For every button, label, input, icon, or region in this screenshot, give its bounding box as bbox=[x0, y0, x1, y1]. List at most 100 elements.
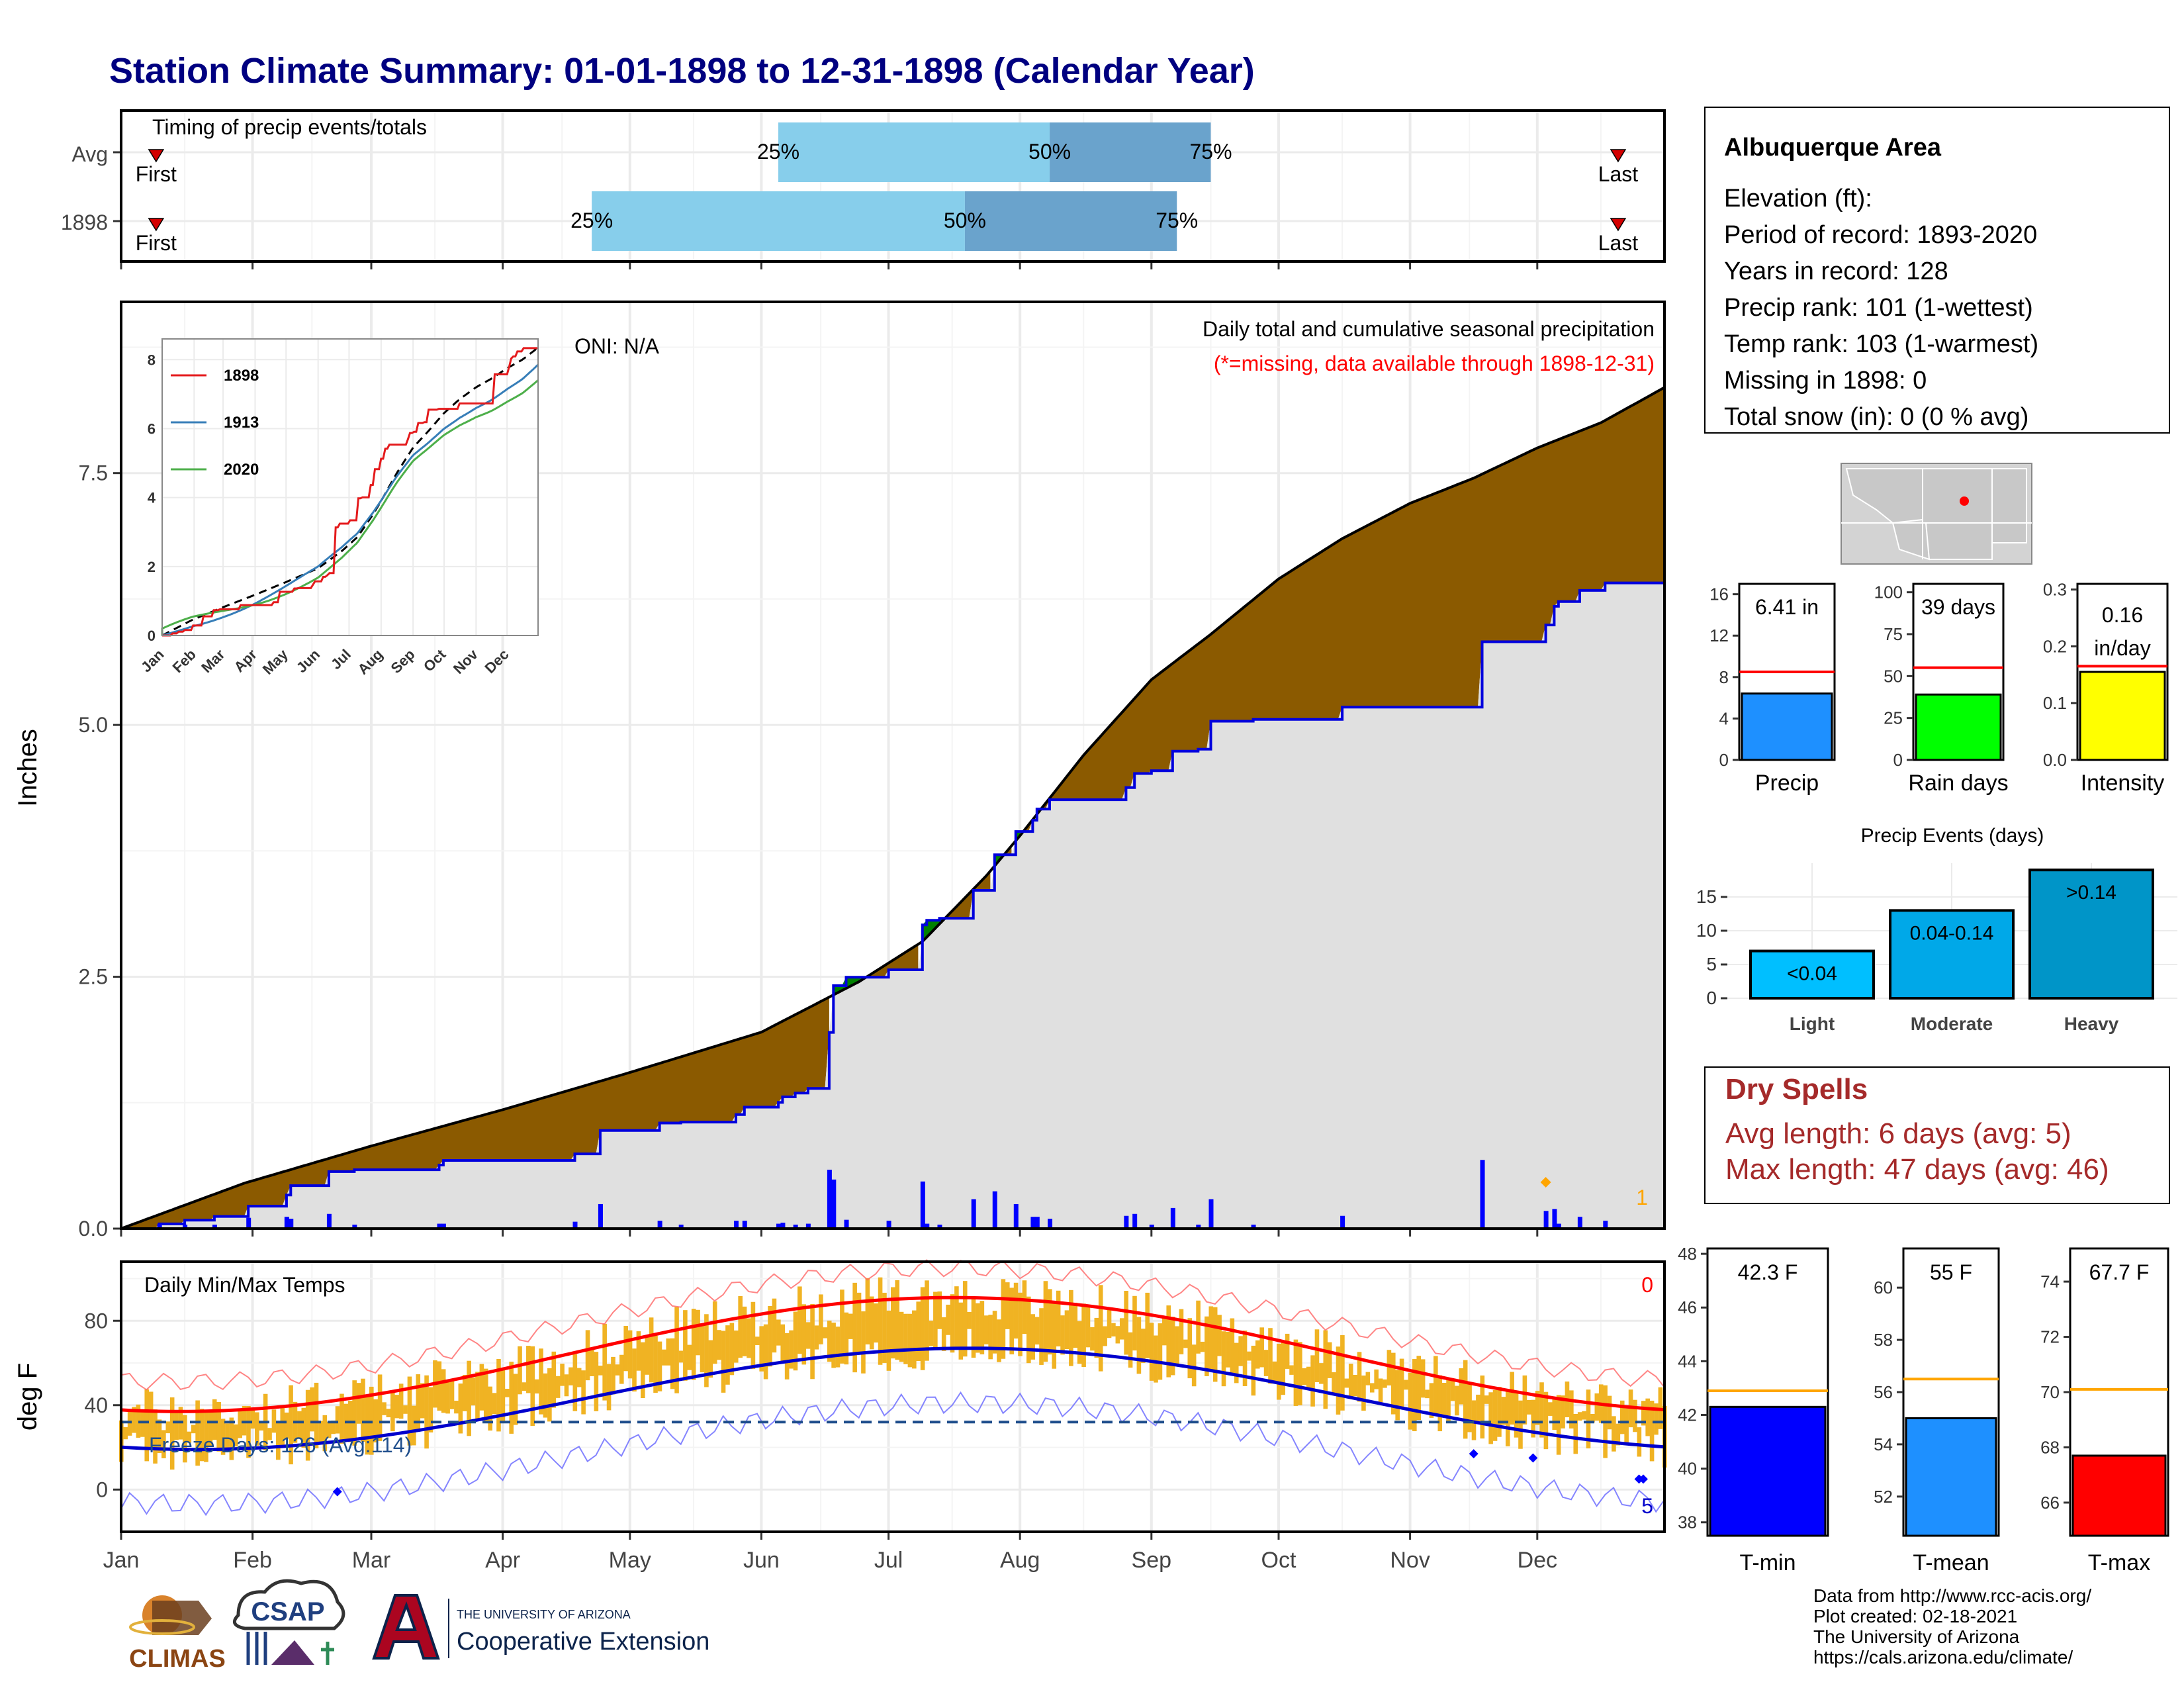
daily-temp-range-bar bbox=[831, 1322, 836, 1368]
climas-logo: CLIMAS bbox=[129, 1589, 226, 1673]
daily-temp-range-bar bbox=[678, 1350, 684, 1363]
daily-temp-range-bar bbox=[920, 1287, 925, 1370]
daily-precip-bar bbox=[284, 1217, 289, 1229]
daily-temp-range-bar bbox=[733, 1330, 739, 1363]
daily-temp-range-bar bbox=[1119, 1318, 1124, 1340]
daily-temp-range-bar bbox=[1064, 1310, 1069, 1350]
temp-title: Daily Min/Max Temps bbox=[144, 1273, 345, 1297]
daily-temp-range-bar bbox=[1179, 1309, 1184, 1354]
daily-temp-range-bar bbox=[641, 1342, 645, 1399]
daily-precip-bar bbox=[1196, 1225, 1201, 1229]
daily-precip-bar bbox=[831, 1179, 837, 1229]
daily-temp-range-bar bbox=[976, 1303, 980, 1353]
daily-temp-range-bar bbox=[1030, 1314, 1036, 1360]
temp-summary-tick-label: 40 bbox=[1678, 1459, 1697, 1479]
daily-temp-range-bar bbox=[1429, 1383, 1434, 1418]
daily-temp-range-bar bbox=[1365, 1372, 1371, 1385]
daily-temp-range-bar bbox=[1501, 1397, 1506, 1425]
daily-precip-bar bbox=[844, 1219, 849, 1229]
daily-temp-range-bar bbox=[1348, 1364, 1353, 1399]
inset-y-tick-label: 2 bbox=[148, 559, 156, 575]
daily-temp-range-bar bbox=[471, 1377, 476, 1406]
daily-temp-range-bar bbox=[878, 1277, 883, 1365]
temp-bottom-count: 5 bbox=[1641, 1494, 1653, 1518]
daily-temp-range-bar bbox=[1009, 1288, 1014, 1354]
daily-temp-range-bar bbox=[1196, 1300, 1201, 1354]
daily-temp-range-bar bbox=[1043, 1281, 1048, 1362]
daily-temp-range-bar bbox=[696, 1309, 700, 1356]
summary-bar-name: Precip bbox=[1755, 771, 1819, 796]
daily-temp-range-bar bbox=[903, 1313, 908, 1364]
daily-temp-range-bar bbox=[1582, 1411, 1586, 1420]
daily-temp-range-bar bbox=[1242, 1331, 1248, 1386]
daily-temp-range-bar bbox=[674, 1307, 679, 1393]
event-bar-label: >0.14 bbox=[2066, 882, 2116, 904]
month-label: Mar bbox=[352, 1548, 391, 1573]
temp-summary-value bbox=[2071, 1454, 2167, 1537]
daily-temp-range-bar bbox=[793, 1311, 798, 1371]
daily-temp-range-bar bbox=[1277, 1343, 1281, 1400]
daily-temp-range-bar bbox=[377, 1374, 383, 1441]
footer: CLIMAS CSAP THE UNIVERSITY OF ARIZONA Co… bbox=[129, 1579, 2091, 1673]
daily-temp-range-bar bbox=[238, 1410, 242, 1438]
daily-temp-range-bar bbox=[797, 1286, 802, 1354]
daily-temp-range-bar bbox=[394, 1395, 400, 1419]
daily-temp-range-bar bbox=[1319, 1363, 1324, 1384]
daily-temp-range-bar bbox=[1480, 1375, 1485, 1439]
daily-precip-bar bbox=[352, 1225, 357, 1229]
daily-temp-range-bar bbox=[1132, 1295, 1137, 1351]
daily-temp-range-bar bbox=[891, 1287, 895, 1359]
daily-temp-range-bar bbox=[1459, 1368, 1464, 1405]
precip-anomaly-area bbox=[1041, 387, 1664, 810]
month-label: May bbox=[609, 1548, 651, 1573]
daily-temp-range-bar bbox=[467, 1360, 471, 1436]
daily-temp-range-bar bbox=[1408, 1372, 1413, 1430]
month-label: Jun bbox=[743, 1548, 780, 1573]
daily-temp-range-bar bbox=[1573, 1413, 1578, 1454]
daily-temp-range-bar bbox=[1136, 1317, 1142, 1374]
daily-temp-range-bar bbox=[1039, 1308, 1044, 1365]
daily-temp-range-bar bbox=[1090, 1327, 1095, 1351]
daily-temp-range-bar bbox=[1399, 1358, 1404, 1408]
daily-temp-range-bar bbox=[352, 1380, 357, 1446]
csap-cloud bbox=[232, 1579, 345, 1630]
summary-bar-label: 39 days bbox=[1921, 595, 1995, 619]
daily-temp-range-bar bbox=[683, 1310, 688, 1381]
daily-precip-bar bbox=[776, 1223, 782, 1229]
daily-temp-range-bar bbox=[1425, 1389, 1430, 1399]
daily-temp-range-bar bbox=[929, 1321, 934, 1346]
summary-bar-name: Rain days bbox=[1908, 771, 2008, 796]
daily-precip-bar bbox=[1251, 1225, 1256, 1229]
daily-temp-range-bar bbox=[551, 1351, 557, 1408]
temp-summary-tick-label: 58 bbox=[1874, 1330, 1893, 1350]
daily-temp-range-bar bbox=[925, 1280, 929, 1361]
daily-temp-range-bar bbox=[861, 1311, 866, 1374]
daily-temp-range-bar bbox=[1013, 1282, 1019, 1339]
dry-spells-frame bbox=[1704, 1066, 2170, 1204]
daily-temp-range-bar bbox=[772, 1298, 777, 1353]
daily-temp-range-bar bbox=[1369, 1383, 1375, 1393]
station-location-marker bbox=[1960, 496, 1969, 506]
inset-frame bbox=[161, 338, 539, 636]
daily-temp-range-bar bbox=[437, 1361, 442, 1411]
daily-temp-range-bar bbox=[1615, 1423, 1621, 1446]
daily-precip-bar bbox=[1577, 1217, 1582, 1229]
daily-temp-range-bar bbox=[1208, 1306, 1214, 1372]
daily-precip-bar bbox=[1208, 1199, 1214, 1229]
daily-temp-range-bar bbox=[759, 1326, 764, 1372]
daily-temp-range-bar bbox=[950, 1294, 955, 1353]
station-info-line: Period of record: 1893-2020 bbox=[1724, 221, 2037, 249]
month-label: Sep bbox=[1132, 1548, 1172, 1573]
daily-temp-range-bar bbox=[1281, 1342, 1286, 1395]
daily-temp-range-bar bbox=[865, 1278, 870, 1344]
daily-precip-bar bbox=[1556, 1223, 1561, 1229]
timing-bar-25-50 bbox=[592, 191, 965, 251]
daily-temp-range-bar bbox=[602, 1323, 607, 1401]
temp-summary-tick-label: 54 bbox=[1874, 1434, 1893, 1454]
daily-temp-range-bar bbox=[823, 1327, 828, 1338]
oni-label: ONI: N/A bbox=[574, 334, 660, 358]
daily-temp-range-bar bbox=[805, 1322, 811, 1349]
daily-temp-range-bar bbox=[1285, 1333, 1290, 1369]
precip-panel: 0.0 2.5 5.0 7.5 Inches Daily total and cumu… bbox=[13, 301, 1666, 1241]
summary-bar-tick-label: 4 bbox=[1719, 708, 1729, 728]
